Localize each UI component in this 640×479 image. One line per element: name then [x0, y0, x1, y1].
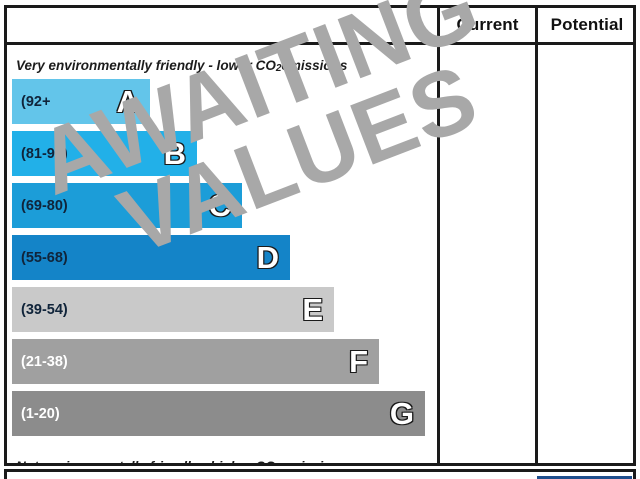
band-letter-a: A [116, 84, 140, 119]
band-range-label-b: (81-91) [21, 145, 68, 162]
caption-very-friendly: Very environmentally friendly - lower CO… [16, 54, 347, 76]
header-cell-potential: Potential [535, 8, 636, 42]
caption-bottom-text: Not environmentally friendly - higher CO [16, 459, 276, 464]
band-range-label-g: (1-20) [21, 405, 60, 422]
band-letter-g: G [389, 396, 415, 431]
potential-value-cell [538, 45, 636, 463]
band-range-label-f: (21-38) [21, 353, 68, 370]
rating-band-g: (1-20) G [12, 391, 425, 436]
caption-top-text: Very environmentally friendly - lower CO [16, 57, 276, 73]
column-divider-current [437, 45, 440, 463]
band-range-label-c: (69-80) [21, 197, 68, 214]
caption-not-friendly: Not environmentally friendly - higher CO… [16, 455, 347, 464]
header-cell-current: Current [437, 8, 535, 42]
bottom-blue-bar [537, 476, 632, 479]
rating-band-d: (55-68) D [12, 235, 290, 280]
caption-bottom-suffix: emissions [281, 459, 347, 464]
band-letter-e: E [302, 292, 324, 327]
band-letter-b: B [163, 136, 187, 171]
column-divider-potential [535, 45, 538, 463]
rating-band-e: (39-54) E [12, 287, 334, 332]
rating-band-b: (81-91) B [12, 131, 197, 176]
band-letter-c: C [208, 188, 232, 223]
current-value-cell [440, 45, 535, 463]
rating-bands-chart: Very environmentally friendly - lower CO… [7, 45, 437, 463]
table-header-row: Current Potential [7, 8, 633, 45]
rating-band-c: (69-80) C [12, 183, 242, 228]
band-range-label-e: (39-54) [21, 301, 68, 318]
band-letter-d: D [256, 240, 280, 275]
header-cell-blank [7, 8, 437, 42]
epc-rating-table: Current Potential Very environmentally f… [4, 0, 636, 466]
band-letter-f: F [348, 344, 369, 379]
bottom-partial-row [4, 469, 636, 479]
caption-top-subscript: 2 [275, 62, 282, 74]
rating-band-a: (92+ A [12, 79, 150, 124]
rating-band-f: (21-38) F [12, 339, 379, 384]
caption-top-suffix: emissions [281, 57, 348, 73]
band-range-label-d: (55-68) [21, 249, 68, 266]
band-range-label-a: (92+ [21, 93, 51, 110]
